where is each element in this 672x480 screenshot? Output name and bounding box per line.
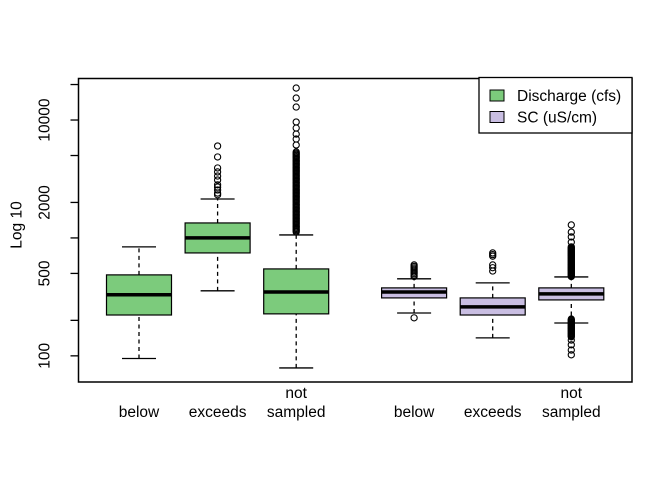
y-tick-label: 500 — [36, 260, 53, 286]
outlier-point — [213, 172, 222, 180]
outlier-point — [292, 118, 300, 126]
legend-swatch-sc — [489, 111, 505, 123]
outlier-point — [567, 341, 575, 349]
outlier-point — [292, 148, 300, 156]
outlier-point — [567, 346, 575, 354]
legend-label-discharge: Discharge (cfs) — [517, 88, 621, 105]
y-tick-label: 10000 — [36, 98, 53, 141]
outlier-point — [410, 314, 418, 322]
outlier-point — [292, 94, 300, 102]
outlier-point — [292, 124, 300, 132]
outlier-point — [213, 164, 222, 172]
boxplot-exceeds-discharge — [184, 142, 251, 292]
boxplot-exceeds-sc — [459, 249, 526, 339]
boxplot-below-discharge — [105, 246, 173, 360]
x-category-label: sampled — [542, 404, 601, 421]
x-category-label: below — [394, 404, 435, 421]
outlier-point — [567, 351, 575, 359]
outlier-point — [567, 228, 575, 236]
outlier-point — [292, 141, 300, 149]
outlier-point — [213, 142, 222, 150]
legend-swatch-discharge — [489, 89, 505, 102]
legend: Discharge (cfs) SC (uS/cm) — [478, 76, 633, 134]
outlier-point — [567, 315, 575, 323]
outlier-point — [489, 249, 497, 257]
x-category-label: exceeds — [189, 404, 247, 421]
outlier-point — [567, 221, 575, 229]
outlier-point — [213, 176, 222, 184]
outlier-point — [213, 186, 222, 194]
plot-border — [77, 77, 633, 383]
outlier-point — [489, 264, 497, 272]
plot-content: 100 500 2000 10000 below exceeds not sampled bel… — [36, 83, 605, 421]
x-category-label: not — [561, 385, 583, 402]
boxplot-not-sampled-sc — [538, 221, 605, 359]
outlier-point — [213, 153, 222, 161]
x-category-label: not — [285, 385, 307, 402]
outlier-point — [292, 84, 300, 92]
outlier-point — [213, 168, 222, 176]
boxplot-not-sampled-discharge — [263, 84, 330, 369]
x-category-label: sampled — [267, 404, 326, 421]
outlier-point — [489, 261, 497, 269]
outlier-point — [213, 183, 222, 191]
outlier-point — [410, 261, 418, 269]
x-category-label: below — [119, 404, 160, 421]
legend-box — [478, 76, 633, 134]
boxplot-below-sc — [381, 261, 448, 322]
legend-label-sc: SC (uS/cm) — [517, 109, 597, 126]
y-tick-label: 2000 — [36, 185, 53, 220]
y-tick-label: 100 — [36, 343, 53, 369]
outlier-point — [292, 103, 300, 111]
outlier-point — [567, 233, 575, 241]
x-category-label: exceeds — [464, 404, 522, 421]
y-axis-title: Log 10 — [8, 201, 25, 249]
outlier-point — [567, 243, 575, 251]
outlier-point — [213, 181, 222, 189]
outlier-point — [292, 135, 300, 143]
